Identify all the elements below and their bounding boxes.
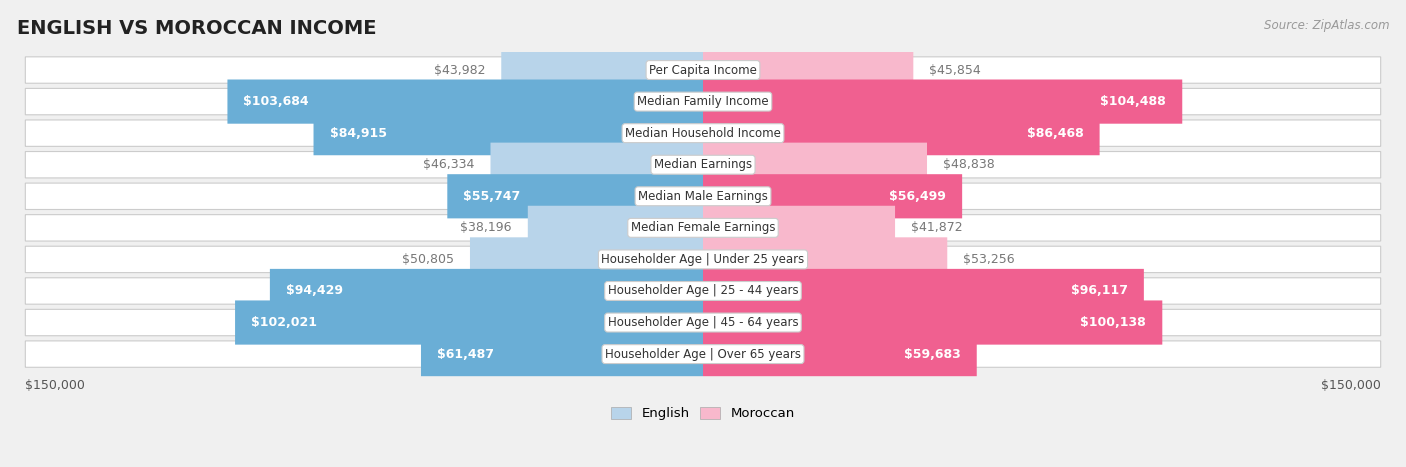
Text: $43,982: $43,982 <box>433 64 485 77</box>
Text: Median Household Income: Median Household Income <box>626 127 780 140</box>
FancyBboxPatch shape <box>25 183 1381 210</box>
Text: $48,838: $48,838 <box>943 158 995 171</box>
FancyBboxPatch shape <box>703 300 1163 345</box>
FancyBboxPatch shape <box>25 57 1381 83</box>
Text: $59,683: $59,683 <box>904 347 960 361</box>
Text: $55,747: $55,747 <box>464 190 520 203</box>
FancyBboxPatch shape <box>270 269 703 313</box>
FancyBboxPatch shape <box>703 142 927 187</box>
Text: ENGLISH VS MOROCCAN INCOME: ENGLISH VS MOROCCAN INCOME <box>17 19 377 38</box>
FancyBboxPatch shape <box>25 88 1381 115</box>
Text: $56,499: $56,499 <box>889 190 946 203</box>
FancyBboxPatch shape <box>235 300 703 345</box>
FancyBboxPatch shape <box>25 120 1381 146</box>
Text: $100,138: $100,138 <box>1080 316 1146 329</box>
Text: Median Male Earnings: Median Male Earnings <box>638 190 768 203</box>
FancyBboxPatch shape <box>420 332 703 376</box>
Text: $45,854: $45,854 <box>929 64 981 77</box>
FancyBboxPatch shape <box>703 332 977 376</box>
Text: $150,000: $150,000 <box>25 379 86 392</box>
Text: $104,488: $104,488 <box>1101 95 1166 108</box>
FancyBboxPatch shape <box>703 174 962 219</box>
Text: $53,256: $53,256 <box>963 253 1015 266</box>
Text: $46,334: $46,334 <box>423 158 474 171</box>
FancyBboxPatch shape <box>703 237 948 282</box>
Text: $84,915: $84,915 <box>329 127 387 140</box>
Text: $102,021: $102,021 <box>252 316 318 329</box>
FancyBboxPatch shape <box>25 309 1381 336</box>
FancyBboxPatch shape <box>25 151 1381 178</box>
Text: $41,872: $41,872 <box>911 221 963 234</box>
Text: Householder Age | Under 25 years: Householder Age | Under 25 years <box>602 253 804 266</box>
FancyBboxPatch shape <box>25 278 1381 304</box>
FancyBboxPatch shape <box>25 246 1381 273</box>
FancyBboxPatch shape <box>228 79 703 124</box>
FancyBboxPatch shape <box>470 237 703 282</box>
Text: $50,805: $50,805 <box>402 253 454 266</box>
Legend: English, Moroccan: English, Moroccan <box>606 402 800 425</box>
Text: Median Earnings: Median Earnings <box>654 158 752 171</box>
Text: Median Family Income: Median Family Income <box>637 95 769 108</box>
Text: $94,429: $94,429 <box>285 284 343 297</box>
Text: Median Female Earnings: Median Female Earnings <box>631 221 775 234</box>
FancyBboxPatch shape <box>703 48 914 92</box>
Text: $96,117: $96,117 <box>1071 284 1128 297</box>
FancyBboxPatch shape <box>491 142 703 187</box>
FancyBboxPatch shape <box>447 174 703 219</box>
Text: $103,684: $103,684 <box>243 95 309 108</box>
Text: $38,196: $38,196 <box>460 221 512 234</box>
Text: Per Capita Income: Per Capita Income <box>650 64 756 77</box>
Text: $150,000: $150,000 <box>1320 379 1381 392</box>
Text: $61,487: $61,487 <box>437 347 494 361</box>
Text: Householder Age | Over 65 years: Householder Age | Over 65 years <box>605 347 801 361</box>
Text: Householder Age | 45 - 64 years: Householder Age | 45 - 64 years <box>607 316 799 329</box>
FancyBboxPatch shape <box>25 215 1381 241</box>
Text: Householder Age | 25 - 44 years: Householder Age | 25 - 44 years <box>607 284 799 297</box>
FancyBboxPatch shape <box>314 111 703 155</box>
Text: Source: ZipAtlas.com: Source: ZipAtlas.com <box>1264 19 1389 32</box>
FancyBboxPatch shape <box>527 206 703 250</box>
FancyBboxPatch shape <box>25 341 1381 367</box>
FancyBboxPatch shape <box>703 206 896 250</box>
FancyBboxPatch shape <box>703 269 1144 313</box>
FancyBboxPatch shape <box>502 48 703 92</box>
FancyBboxPatch shape <box>703 111 1099 155</box>
FancyBboxPatch shape <box>703 79 1182 124</box>
Text: $86,468: $86,468 <box>1026 127 1084 140</box>
